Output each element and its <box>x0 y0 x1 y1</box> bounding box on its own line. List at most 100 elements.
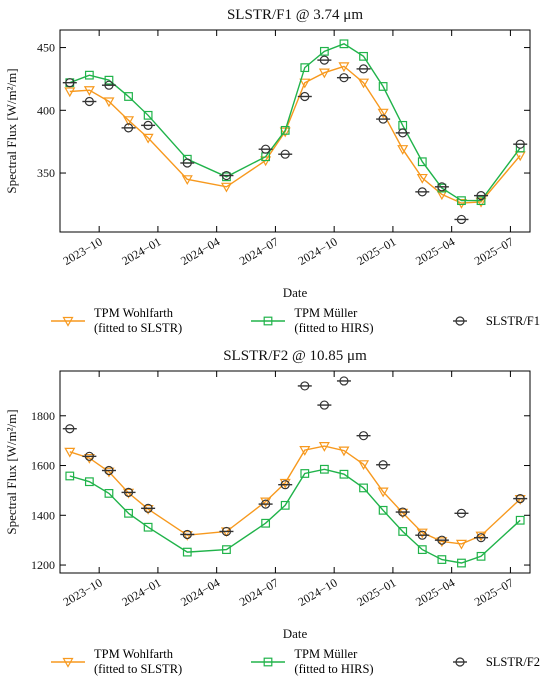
marker-circle <box>417 530 427 540</box>
marker-circle <box>378 460 388 470</box>
marker-square <box>143 110 153 120</box>
marker-triangle <box>475 531 487 542</box>
x-tick-label: 2023−10 <box>61 575 105 609</box>
marker-circle <box>182 158 192 168</box>
marker-circle <box>280 149 290 159</box>
marker-square <box>84 477 94 487</box>
marker-circle <box>437 535 447 545</box>
x-tick-label: 2025−07 <box>472 234 516 268</box>
marker-triangle <box>377 487 389 498</box>
marker-triangle <box>475 197 487 208</box>
x-axis-label: Date <box>283 626 308 641</box>
marker-circle <box>339 376 349 386</box>
legend: TPM Wohlfarth (fitted to SLSTR) TPM Mülle… <box>50 302 540 340</box>
marker-square <box>300 469 310 478</box>
marker-triangle <box>514 495 526 505</box>
marker-circle <box>476 533 486 543</box>
chart: SLSTR/F2 @ 10.85 μm 1200 1400 1600 1800 2023−… <box>4 348 531 641</box>
legend-swatch <box>251 316 286 326</box>
marker-square <box>378 505 388 515</box>
x-tick-label: 2025−04 <box>413 234 457 268</box>
x-tick-label: 2024−10 <box>296 234 340 268</box>
marker-square <box>359 483 368 493</box>
legend-item: TPM Wohlfarth (fitted to SLSTR) <box>50 647 182 677</box>
legend-label: SLSTR/F2 <box>485 654 540 669</box>
marker-circle <box>378 114 388 124</box>
marker-circle <box>221 526 232 537</box>
marker-circle <box>104 465 114 476</box>
marker-circle <box>261 144 271 154</box>
marker-circle <box>456 508 467 518</box>
marker-square <box>476 551 486 561</box>
x-tick-label: 2025−01 <box>354 575 398 609</box>
series-line <box>69 43 521 202</box>
y-tick-label: 450 <box>37 41 55 55</box>
legend-item: SLSTR/F1 <box>442 314 540 329</box>
marker-triangle <box>220 182 232 193</box>
marker-square <box>476 196 486 206</box>
marker-triangle <box>299 78 311 89</box>
y-tick-label: 400 <box>37 103 55 117</box>
marker-circle <box>300 91 310 102</box>
marker-triangle <box>338 446 350 457</box>
marker-square <box>104 488 114 498</box>
marker-triangle <box>416 528 428 539</box>
marker-square <box>359 51 368 61</box>
y-tick-label: 1800 <box>31 409 55 423</box>
marker-square <box>124 92 133 101</box>
legend: TPM Wohlfarth (fitted to SLSTR) TPM Mülle… <box>50 643 540 681</box>
legend-item: TPM Müller (fitted to HIRS) <box>250 647 374 677</box>
marker-circle <box>221 170 232 181</box>
marker-square <box>319 46 329 56</box>
legend-label: SLSTR/F1 <box>485 313 540 328</box>
x-tick-label: 2023−10 <box>61 234 105 268</box>
marker-triangle <box>358 460 370 471</box>
marker-triangle <box>377 108 389 119</box>
panel: SLSTR/F1 @ 3.74 μm 350 400 450 2023−10 2024−0… <box>4 7 540 340</box>
legend-swatch <box>51 657 85 668</box>
marker-circle <box>456 214 467 225</box>
marker-circle <box>84 451 94 461</box>
marker-square <box>339 39 349 49</box>
plot-frame <box>59 29 531 233</box>
x-tick-label: 2025−07 <box>472 575 516 609</box>
marker-triangle <box>397 145 409 155</box>
marker-triangle <box>279 478 291 489</box>
chart: SLSTR/F1 @ 3.74 μm 350 400 450 2023−10 2024−0… <box>4 7 531 300</box>
legend-label: TPM Müller (fitted to HIRS) <box>294 647 374 676</box>
marker-square <box>264 316 273 326</box>
marker-triangle <box>260 497 272 508</box>
marker-triangle <box>83 453 95 464</box>
x-tick-label: 2024−04 <box>178 234 222 268</box>
marker-circle <box>339 73 349 83</box>
legend-item: TPM Wohlfarth (fitted to SLSTR) <box>50 306 182 336</box>
legend-item: SLSTR/F2 <box>442 655 540 670</box>
y-axis-label: Spectral Flux [W/m²/m] <box>4 68 19 193</box>
y-tick-label: 1400 <box>31 508 55 522</box>
marker-triangle <box>83 86 95 96</box>
marker-circle <box>455 316 465 326</box>
marker-square <box>437 555 447 564</box>
legend-label: TPM Wohlfarth (fitted to SLSTR) <box>94 306 183 335</box>
y-tick-label: 1200 <box>31 558 55 572</box>
y-axis-label: Spectral Flux [W/m²/m] <box>4 409 19 534</box>
x-tick-label: 2024−01 <box>119 575 163 609</box>
y-tick-label: 1600 <box>31 459 55 473</box>
legend-swatch <box>251 657 286 667</box>
series-line <box>69 468 521 564</box>
marker-circle <box>437 182 447 192</box>
marker-circle <box>65 78 75 88</box>
marker-triangle <box>62 657 74 668</box>
marker-square <box>222 545 231 555</box>
marker-circle <box>358 64 369 74</box>
marker-square <box>84 70 94 80</box>
marker-triangle <box>181 531 193 541</box>
marker-triangle <box>64 87 76 98</box>
marker-triangle <box>64 447 76 458</box>
marker-square <box>124 508 133 518</box>
marker-triangle <box>436 537 448 548</box>
legend-swatch <box>452 316 467 326</box>
x-tick-label: 2024−10 <box>296 575 340 609</box>
marker-circle <box>398 507 408 517</box>
